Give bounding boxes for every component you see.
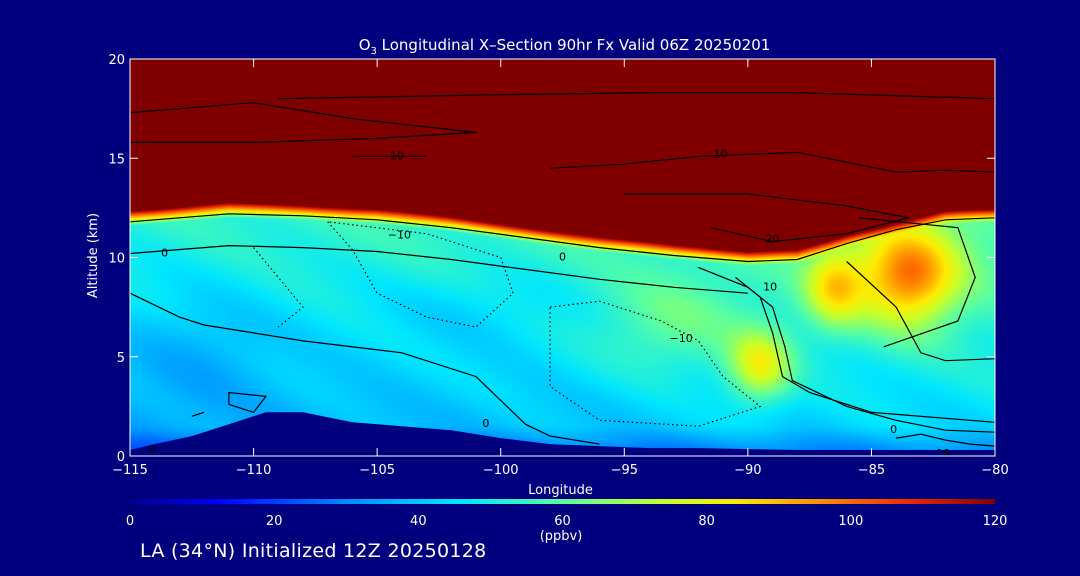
contour-layer: 0 10 10 20 −10 0 0 10 −10 0 0 0 10 bbox=[130, 92, 1001, 460]
contour-small-tick bbox=[191, 411, 205, 417]
contour-0-mid bbox=[130, 292, 600, 445]
contour-20-strat bbox=[624, 193, 909, 243]
chart-title: O3 Longitudinal X–Section 90hr Fx Valid … bbox=[359, 36, 771, 57]
contour-label: 0 bbox=[994, 92, 1001, 105]
contour-label: −10 bbox=[670, 332, 693, 345]
contour-label: 10 bbox=[714, 147, 728, 160]
contour-neg10-far bbox=[253, 247, 304, 328]
colorbar bbox=[130, 499, 995, 504]
title-subscript: 3 bbox=[371, 46, 377, 57]
contour-label: −10 bbox=[388, 229, 411, 242]
contour-label: 10 bbox=[390, 149, 404, 162]
x-tick-label: −80 bbox=[981, 463, 1008, 478]
colorbar-tick-label: 20 bbox=[266, 514, 283, 529]
x-tick-label: −100 bbox=[483, 463, 519, 478]
terrain-layer bbox=[130, 412, 995, 456]
contour-east bbox=[846, 261, 995, 362]
contour-strat-loop bbox=[130, 102, 477, 143]
x-tick-label: −95 bbox=[611, 463, 638, 478]
ozone-field bbox=[130, 59, 995, 456]
title-rest: Longitudinal X–Section 90hr Fx Valid 06Z… bbox=[377, 36, 770, 54]
contour-label: 0 bbox=[161, 247, 168, 260]
colorbar-tick-label: 40 bbox=[410, 514, 427, 529]
contour-label: 20 bbox=[766, 233, 780, 246]
contour-east-ridge bbox=[859, 217, 976, 348]
colorbar-tick-label: 0 bbox=[126, 514, 134, 529]
contour-label: 10 bbox=[763, 280, 777, 293]
x-tick-label: −110 bbox=[236, 463, 272, 478]
x-tick-label: −90 bbox=[734, 463, 761, 478]
contour-label: 10 bbox=[936, 447, 950, 460]
x-tick-label: −105 bbox=[359, 463, 395, 478]
x-tick-label: −115 bbox=[112, 463, 148, 478]
contour-label: 0 bbox=[559, 251, 566, 264]
colorbar-tick-label: 120 bbox=[983, 514, 1008, 529]
contour-surface bbox=[896, 433, 995, 447]
contour-20-down bbox=[735, 276, 995, 423]
contour-tropopause bbox=[130, 213, 995, 263]
y-tick-label: 15 bbox=[108, 152, 125, 167]
contour-label: 0 bbox=[890, 423, 897, 436]
footer-caption: LA (34°N) Initialized 12Z 20250128 bbox=[140, 540, 487, 562]
contour-label: 0 bbox=[482, 417, 489, 430]
contour-10-strat-b bbox=[550, 151, 995, 173]
terrain bbox=[130, 412, 995, 456]
y-tick-label: 0 bbox=[117, 450, 125, 465]
colorbar-tick-label: 80 bbox=[698, 514, 715, 529]
colorbar-unit: (ppbv) bbox=[540, 529, 583, 544]
title-species: O bbox=[359, 36, 371, 54]
contour-neg10-mid bbox=[549, 300, 762, 427]
y-tick-label: 5 bbox=[117, 351, 125, 366]
x-tick-label: −85 bbox=[858, 463, 885, 478]
y-tick-label: 20 bbox=[108, 53, 125, 68]
contour-label: 0 bbox=[149, 443, 156, 456]
colorbar-tick-label: 100 bbox=[838, 514, 863, 529]
colorbar-tick-label: 60 bbox=[554, 514, 571, 529]
x-axis-label: Longitude bbox=[528, 483, 593, 498]
contour-0-upper bbox=[130, 244, 748, 294]
y-axis-label: Altitude (km) bbox=[86, 213, 101, 298]
y-tick-label: 10 bbox=[108, 252, 125, 267]
colorbar-ticks: 0 20 40 60 80 100 120 bbox=[126, 514, 1008, 529]
contour-0-strat bbox=[278, 92, 995, 100]
contour-small-loop bbox=[228, 391, 268, 413]
